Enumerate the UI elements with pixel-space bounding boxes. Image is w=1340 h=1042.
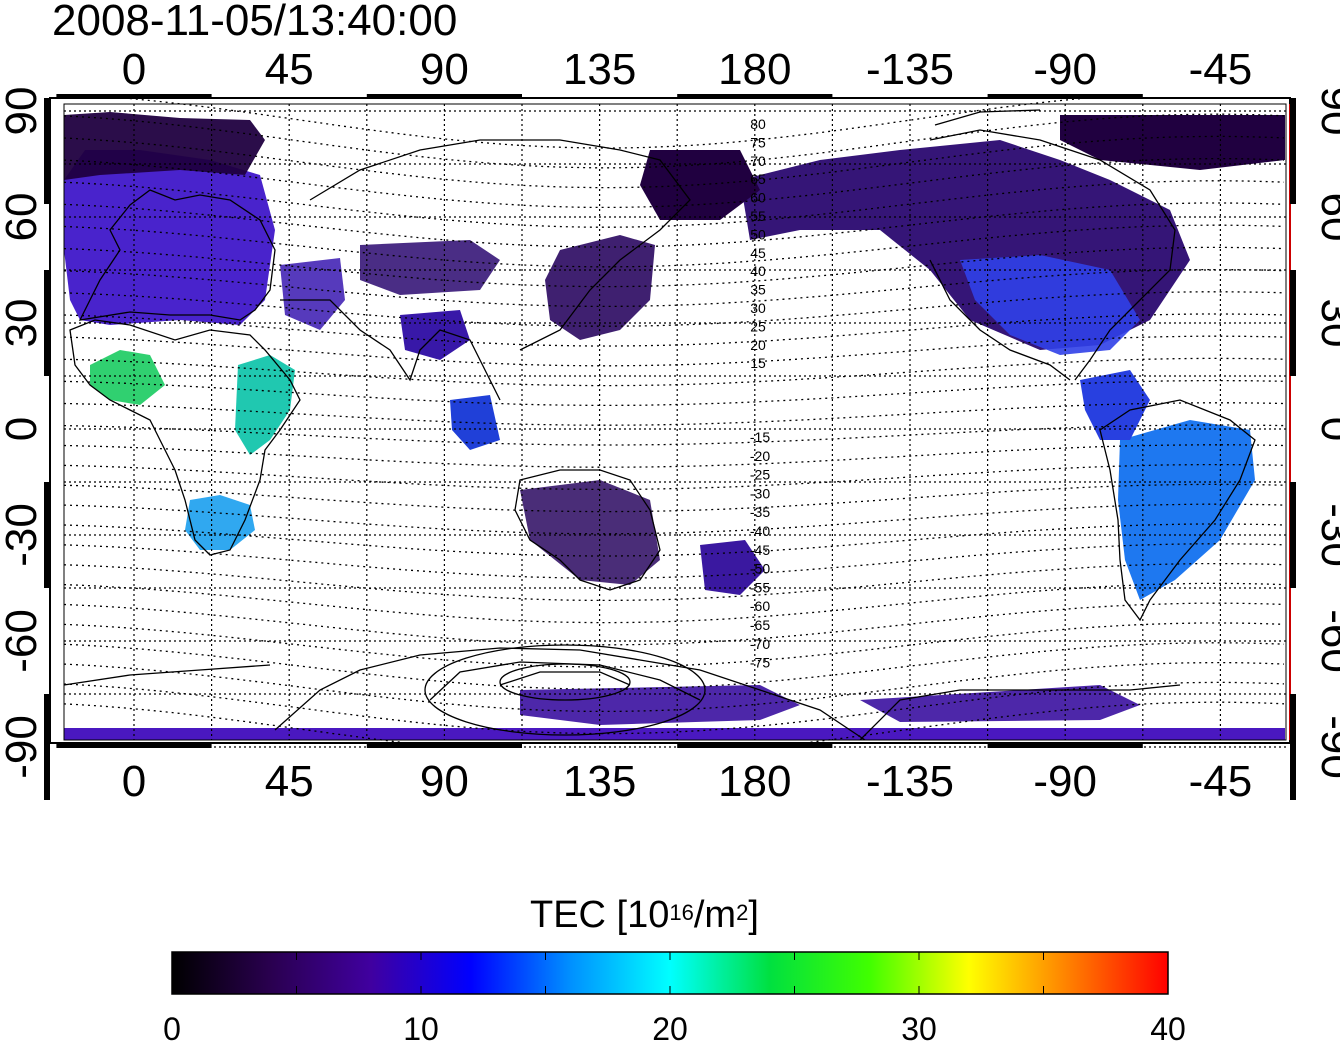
tec-patch-europe bbox=[64, 150, 275, 325]
tec-patch-antarctica bbox=[520, 685, 800, 725]
tec-data-layer bbox=[64, 112, 1285, 740]
right-axis-label: -30 bbox=[1312, 503, 1340, 567]
map-inner-frame bbox=[63, 103, 1287, 741]
tec-patch-china bbox=[360, 240, 500, 295]
left-axis-label: 60 bbox=[0, 193, 46, 242]
colorbar-label: TEC [1016/m2] bbox=[530, 894, 759, 936]
top-axis-label: -135 bbox=[866, 45, 954, 94]
top-axis-label: 45 bbox=[265, 45, 314, 94]
tec-patch-antarctica-edge bbox=[64, 728, 1285, 740]
bottom-axis-label: -135 bbox=[866, 757, 954, 806]
mlat-labels: 80 75 70 65 60 55 50 45 40 35 30 25 20 15 -15 -20 -25 -30… bbox=[750, 116, 770, 671]
right-axis-label: 0 bbox=[1312, 417, 1340, 441]
left-axis-label: 30 bbox=[0, 299, 46, 348]
mlat-label-north: 45 bbox=[750, 245, 766, 261]
map-title: 2008-11-05/13:40:00 bbox=[52, 0, 458, 45]
coastlines bbox=[63, 109, 1256, 741]
mlat-label-south: -20 bbox=[750, 448, 770, 464]
colorbar-tick-label: 0 bbox=[163, 1011, 181, 1042]
mlat-label-north: 15 bbox=[750, 355, 766, 371]
mlat-label-south: -35 bbox=[750, 504, 770, 520]
bottom-axis-label: -45 bbox=[1189, 757, 1253, 806]
bottom-axis-label: 180 bbox=[718, 757, 791, 806]
left-axis-labels: 90 60 30 0 -30 -60 -90 bbox=[0, 87, 46, 779]
bottom-axis-label: 135 bbox=[563, 757, 636, 806]
tec-patch-arctic-na bbox=[1060, 115, 1285, 170]
top-axis-labels: 0 45 90 135 180 -135 -90 -45 bbox=[122, 45, 1252, 94]
colorbar-ticks bbox=[171, 952, 1169, 994]
mlat-label-north: 65 bbox=[750, 171, 766, 187]
colorbar-tick-label: 30 bbox=[901, 1011, 937, 1042]
mlat-label-south: -50 bbox=[750, 561, 770, 577]
left-axis-label: -90 bbox=[0, 715, 46, 779]
tec-patch-indonesia bbox=[450, 395, 500, 450]
right-axis-label: 30 bbox=[1312, 299, 1340, 348]
right-axis-label: -60 bbox=[1312, 609, 1340, 673]
top-axis-label: -45 bbox=[1189, 45, 1253, 94]
colorbar-tick-label: 40 bbox=[1150, 1011, 1186, 1042]
mlat-label-north: 55 bbox=[750, 208, 766, 224]
top-axis-label: 135 bbox=[563, 45, 636, 94]
right-axis-label: 90 bbox=[1312, 87, 1340, 136]
colorbar-tick-label: 20 bbox=[652, 1011, 688, 1042]
tec-patch-arctic-europe bbox=[64, 112, 265, 180]
mlat-label-north: 35 bbox=[750, 282, 766, 298]
mlat-label-south: -75 bbox=[750, 655, 770, 671]
tec-patch-australia bbox=[520, 480, 660, 585]
mlat-label-south: -60 bbox=[750, 598, 770, 614]
right-axis-labels: 90 60 30 0 -30 -60 -90 bbox=[1312, 87, 1340, 779]
mlat-label-south: -65 bbox=[750, 617, 770, 633]
mlat-label-south: -30 bbox=[750, 485, 770, 501]
mlat-label-north: 80 bbox=[750, 116, 766, 132]
map-grid bbox=[64, 104, 1286, 748]
mlat-label-south: -25 bbox=[750, 467, 770, 483]
left-axis-label: 0 bbox=[0, 417, 46, 441]
mlat-label-south: -45 bbox=[750, 542, 770, 558]
mlat-label-south: -15 bbox=[750, 429, 770, 445]
mlat-label-north: 40 bbox=[750, 263, 766, 279]
top-axis-label: -90 bbox=[1033, 45, 1097, 94]
right-axis-label: -90 bbox=[1312, 715, 1340, 779]
tec-patch-africa-west bbox=[90, 350, 165, 405]
mlat-label-south: -40 bbox=[750, 523, 770, 539]
mlat-label-north: 20 bbox=[750, 337, 766, 353]
bottom-axis-label: 0 bbox=[122, 757, 146, 806]
bottom-axis-label: 45 bbox=[265, 757, 314, 806]
axis-bars bbox=[44, 94, 1296, 800]
tec-patch-central-america bbox=[1080, 370, 1150, 440]
left-axis-label: -30 bbox=[0, 503, 46, 567]
mlat-label-north: 30 bbox=[750, 300, 766, 316]
mlat-label-south: -55 bbox=[750, 579, 770, 595]
mlat-label-north: 60 bbox=[750, 190, 766, 206]
tec-patch-africa-east bbox=[235, 355, 295, 455]
mlat-label-north: 75 bbox=[750, 134, 766, 150]
tec-patch-south-africa bbox=[185, 495, 255, 550]
top-axis-label: 90 bbox=[420, 45, 469, 94]
mlat-label-south: -70 bbox=[750, 636, 770, 652]
left-axis-label: 90 bbox=[0, 87, 46, 136]
colorbar-tick-labels: 0 10 20 30 40 bbox=[163, 1011, 1186, 1042]
top-axis-label: 180 bbox=[718, 45, 791, 94]
mlat-label-north: 25 bbox=[750, 318, 766, 334]
bottom-axis-labels: 0 45 90 135 180 -135 -90 -45 bbox=[122, 757, 1252, 806]
magnetic-latitude-contours bbox=[63, 98, 1285, 743]
colorbar-tick-label: 10 bbox=[403, 1011, 439, 1042]
bottom-axis-label: -90 bbox=[1033, 757, 1097, 806]
right-axis-label: 60 bbox=[1312, 193, 1340, 242]
left-axis-label: -60 bbox=[0, 609, 46, 673]
tec-patch-south-america bbox=[1118, 420, 1255, 600]
bottom-axis-label: 90 bbox=[420, 757, 469, 806]
top-axis-label: 0 bbox=[122, 45, 146, 94]
tec-patch-nz bbox=[700, 540, 765, 595]
mlat-label-north: 50 bbox=[750, 226, 766, 242]
tec-patch-north-pacific bbox=[640, 150, 760, 220]
mlat-label-north: 70 bbox=[750, 153, 766, 169]
